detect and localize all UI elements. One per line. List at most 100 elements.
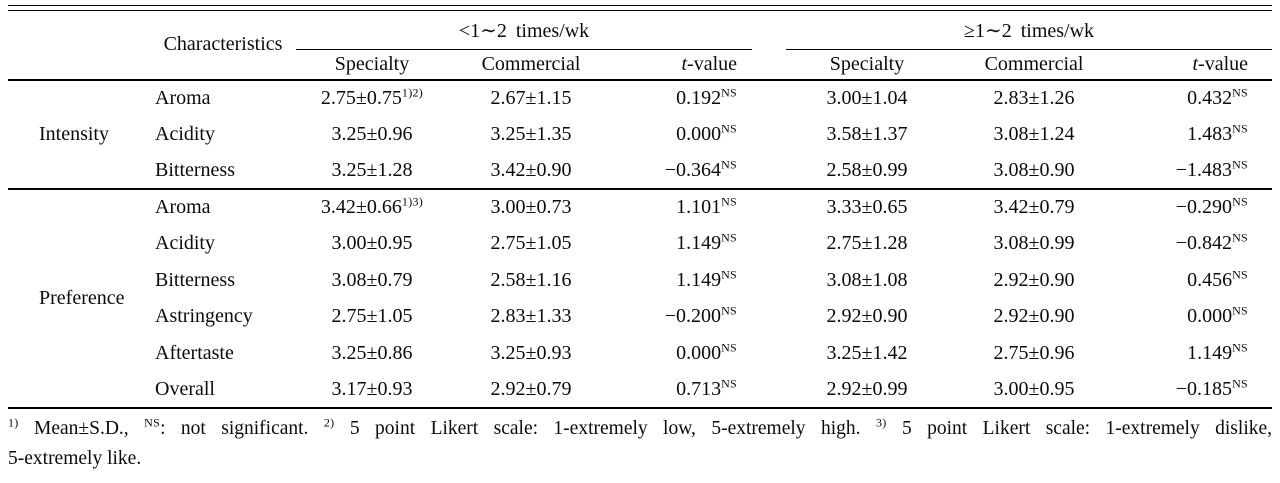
cell-value: 3.00±1.04 — [826, 86, 908, 109]
g1-tvalue: 0.000NS — [614, 116, 752, 153]
g2-tvalue: −0.185NS — [1120, 371, 1273, 409]
g2-specialty-value: 2.75±1.28 — [786, 226, 948, 263]
g2-commercial-value: 2.83±1.26 — [948, 80, 1120, 117]
footnote-superscript: 1) — [8, 415, 19, 430]
cell-value: 0.456 — [1187, 268, 1233, 291]
footnote-text: 5 point Likert scale: 1-extremely low, 5… — [334, 418, 876, 439]
results-table-wrap: Characteristics <1∼2 times/wk ≥1∼2 times… — [8, 5, 1273, 409]
cell-value: 0.432 — [1187, 86, 1233, 109]
cell-value: 2.58±0.99 — [826, 158, 908, 181]
table-row: Astringency 2.75±1.05 2.83±1.33 −0.200NS 2.9… — [8, 299, 1272, 336]
g2-specialty-value: 3.08±1.08 — [786, 262, 948, 299]
group2-frequency-header: ≥1∼2 times/wk — [786, 10, 1273, 50]
g1-tvalue: −0.200NS — [614, 299, 752, 336]
cell-value: 2.58±1.16 — [490, 268, 572, 291]
characteristics-header: Characteristics — [150, 10, 296, 81]
cell-value: 2.75±0.96 — [993, 341, 1075, 364]
column-gap — [752, 116, 786, 153]
g1-commercial-value: 3.00±0.73 — [448, 189, 614, 226]
cell-value: 3.58±1.37 — [826, 122, 908, 145]
g1-tvalue: 0.000NS — [614, 335, 752, 372]
footnote: 1) Mean±S.D., NS: not significant. 2) 5 … — [8, 414, 1272, 474]
g1-specialty-value: 3.25±0.96 — [296, 116, 448, 153]
cell-value: −0.364 — [664, 158, 722, 181]
table-row: Acidity 3.00±0.95 2.75±1.05 1.149NS 2.75±1.2… — [8, 226, 1272, 263]
superscript-marker: NS — [721, 376, 738, 391]
superscript-marker: NS — [1232, 376, 1249, 391]
superscript-marker: NS — [1232, 194, 1249, 209]
superscript-marker: NS — [1232, 303, 1249, 318]
group2-commercial-header: Commercial — [948, 49, 1121, 81]
cell-value: 3.08±0.90 — [993, 158, 1075, 181]
cell-value: 2.92±0.90 — [993, 268, 1075, 291]
cell-value: 3.08±0.99 — [993, 232, 1075, 255]
g1-commercial-value: 2.67±1.15 — [448, 80, 614, 117]
cell-value: 3.25±0.96 — [331, 122, 413, 145]
cell-value: 1.483 — [1187, 122, 1233, 145]
cell-value: 2.92±0.90 — [826, 305, 908, 328]
footnote-line1: 1) Mean±S.D., NS: not significant. 2) 5 … — [8, 414, 1272, 444]
column-gap — [752, 335, 786, 372]
cell-value: 3.00±0.95 — [331, 232, 413, 255]
cell-value: 3.42±0.66 — [320, 196, 402, 219]
g2-commercial-value: 3.08±0.90 — [948, 152, 1121, 190]
table-body: Intensity Aroma 2.75±0.751)2) 2.67±1.15 0.19… — [8, 79, 1273, 409]
g1-commercial-value: 2.58±1.16 — [448, 262, 614, 299]
g2-commercial-value: 3.00±0.95 — [948, 371, 1121, 409]
g2-tvalue: −1.483NS — [1120, 152, 1273, 190]
footnote-superscript: NS — [144, 415, 161, 430]
cell-value: 0.192 — [676, 86, 722, 109]
g1-specialty-value: 2.75±0.751)2) — [296, 80, 448, 117]
cell-value: 0.000 — [676, 341, 722, 364]
g1-commercial-value: 3.25±0.93 — [448, 335, 614, 372]
cell-value: 2.92±0.90 — [993, 305, 1075, 328]
cell-value: 1.101 — [676, 196, 722, 219]
characteristic-label: Overall — [150, 371, 296, 409]
superscript-marker: NS — [1232, 340, 1249, 355]
superscript-marker: NS — [721, 303, 738, 318]
superscript-marker: NS — [1232, 230, 1249, 245]
g2-specialty-value: 3.25±1.42 — [786, 335, 948, 372]
g2-specialty-value: 3.58±1.37 — [786, 116, 948, 153]
cell-value: 3.25±0.93 — [490, 341, 572, 364]
group1-frequency-header: <1∼2 times/wk — [296, 10, 753, 50]
g2-tvalue: 1.483NS — [1120, 116, 1272, 153]
cell-value: 3.08±0.79 — [331, 268, 413, 291]
g1-tvalue: 0.192NS — [614, 80, 752, 117]
results-table: Characteristics <1∼2 times/wk ≥1∼2 times… — [8, 10, 1273, 409]
cell-value: −0.842 — [1175, 232, 1233, 255]
superscript-marker: NS — [721, 267, 738, 282]
g2-tvalue: 0.000NS — [1120, 299, 1272, 336]
cell-value: 3.08±1.08 — [826, 268, 908, 291]
characteristic-label: Aroma — [155, 196, 211, 219]
table-row: Bitterness 3.08±0.79 2.58±1.16 1.149NS 3.08±… — [8, 262, 1272, 299]
cell-value: 3.25±1.42 — [826, 341, 908, 364]
corner-cell — [8, 10, 150, 81]
g2-specialty-value: 3.33±0.65 — [786, 189, 948, 226]
g1-specialty-value: 3.17±0.93 — [296, 371, 448, 409]
g1-tvalue: 1.149NS — [614, 262, 752, 299]
superscript-marker: NS — [721, 230, 738, 245]
group2-specialty-header: Specialty — [786, 49, 949, 81]
footnote-superscript: 3) — [875, 415, 887, 430]
g1-tvalue: 1.101NS — [614, 189, 752, 226]
column-gap — [752, 371, 787, 409]
g1-specialty-value: 3.42±0.661)3) — [296, 189, 448, 226]
g1-specialty-value: 3.00±0.95 — [296, 226, 448, 263]
cell-value: 3.25±1.35 — [490, 122, 572, 145]
cell-value: 1.149 — [1187, 341, 1233, 364]
g2-specialty-value: 2.92±0.90 — [786, 299, 948, 336]
g2-tvalue: 0.432NS — [1120, 80, 1272, 117]
characteristic-label: Aftertaste — [155, 341, 234, 364]
table-row: Bitterness 3.25±1.28 3.42±0.90 −0.364NS 2.58… — [8, 152, 1273, 190]
cell-value: −1.483 — [1175, 158, 1233, 181]
superscript-marker: NS — [1232, 85, 1249, 100]
cell-value: 2.92±0.79 — [490, 377, 572, 400]
cell-value: 2.75±0.75 — [320, 86, 402, 109]
column-gap — [752, 299, 786, 336]
g2-commercial-value: 3.42±0.79 — [948, 189, 1120, 226]
superscript-marker: NS — [721, 121, 738, 136]
section-label: Intensity — [8, 79, 150, 190]
superscript-marker: 1)3) — [401, 194, 424, 209]
